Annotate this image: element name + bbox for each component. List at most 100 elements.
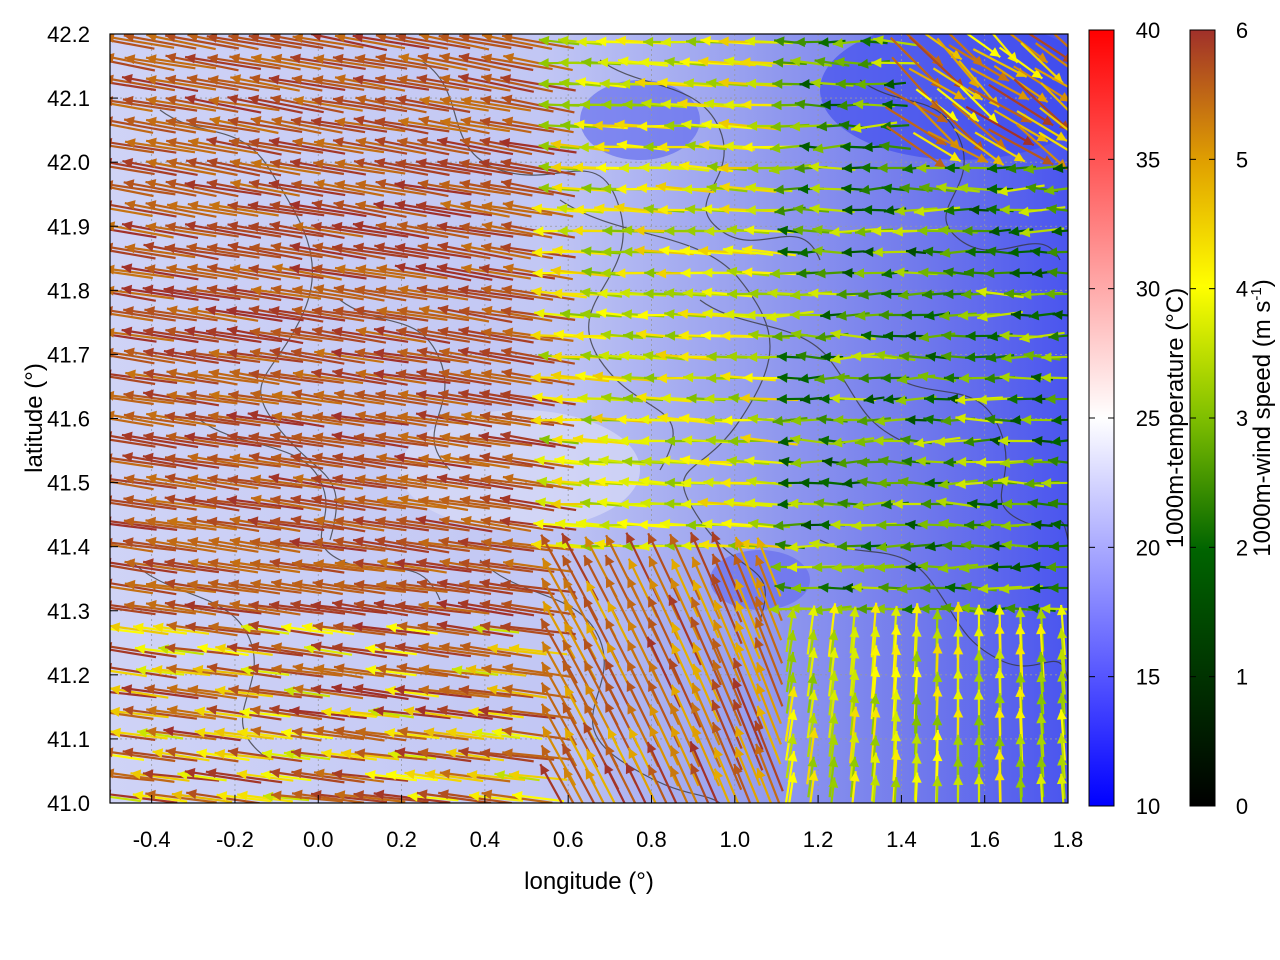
wind-vector-head [83,179,94,189]
wind-vector-head [333,284,345,295]
wind-vector-head [375,74,386,85]
wind-vector-head [656,373,667,384]
wind-vector-shaft [754,637,784,707]
wind-vector-shaft [481,204,553,216]
wind-vector-head [334,389,345,400]
wind-vector-head [849,606,860,618]
wind-vector-shaft [250,117,322,135]
wind-vector-shaft [121,433,199,449]
wind-vector-head [291,179,302,190]
wind-vector-head [686,393,697,404]
wind-vector-head [594,203,605,214]
wind-vector-shaft [334,161,406,175]
wind-vector-shaft [440,202,510,218]
wind-vector-shaft [479,751,555,761]
wind-vector-head [313,726,325,736]
wind-vector-head [648,680,658,692]
wind-vector-head [1027,540,1038,551]
wind-vector-head [134,644,146,655]
wind-vector-head [512,791,523,801]
wind-vector-head [634,225,645,236]
wind-vector-head [1027,498,1039,509]
wind-vector-head [1036,713,1047,724]
wind-vector-head [208,368,220,379]
wind-vector-head [599,520,610,531]
wind-vector-head [146,116,157,127]
wind-vector-shaft [418,644,490,658]
wind-vector-shaft [965,105,1035,147]
wind-vector-shaft [289,160,367,176]
wind-vector-head [987,331,999,342]
wind-vector-shaft [439,688,511,698]
wind-vector-shaft [110,183,176,196]
wind-vector-head [858,289,869,300]
wind-vector-head [542,641,552,653]
wind-vector-head [538,350,549,361]
wind-vector-shaft [733,763,752,803]
wind-vector-head [701,287,713,298]
wind-vector-head [1008,226,1020,237]
wind-vector-head [564,685,575,698]
wind-vector-shaft [333,583,407,593]
wind-vector-head [214,748,226,759]
wind-vector-shaft [187,539,259,553]
wind-vector-head [837,498,848,509]
wind-vector-head [394,180,406,190]
wind-vector-head [552,245,563,256]
y-tick-label: 41.4 [47,535,90,560]
wind-vector-head [621,309,633,320]
wind-vector-shaft [228,139,302,155]
wind-vector-head [419,34,430,42]
wind-vector-head [576,518,587,529]
wind-vector-head [639,541,650,552]
wind-vector-shaft [226,308,304,322]
wind-vector-shaft [206,245,282,259]
wind-vector-shaft [374,119,450,133]
wind-vector-head [892,498,903,509]
wind-vector-shaft [207,476,281,490]
wind-vector-head [562,743,572,756]
wind-vector-head [733,764,743,776]
wind-vector-head [186,789,197,800]
wind-vector-shaft [689,740,719,803]
wind-vector-shaft [416,476,492,490]
wind-vector-head [920,583,931,594]
wind-vector-head [685,225,696,236]
wind-vector-shaft [375,223,449,239]
wind-vector-shaft [164,646,240,656]
wind-vector-head [186,74,198,85]
wind-vector-head [166,663,177,674]
wind-vector-head [311,494,323,505]
wind-vector-shaft [145,582,217,594]
wind-vector-shaft [184,96,262,114]
wind-vector-head [194,727,206,738]
wind-vector-shaft [415,392,493,406]
wind-vector-head [530,372,541,383]
wind-vector-shaft [110,522,157,531]
wind-vector-head [270,537,281,548]
wind-vector-shaft [670,558,700,618]
wind-vector-head [332,599,343,610]
wind-vector-head [876,478,887,489]
wind-vector-head [994,749,1005,760]
wind-vector-head [822,457,833,467]
wind-vector-head [623,330,634,341]
wind-vector-head [834,57,845,68]
wind-vector-head [534,308,545,319]
wind-vector-shaft [271,56,343,70]
wind-vector-shaft [689,531,723,603]
wind-vector-head [692,580,702,592]
wind-vector-shaft [310,643,388,659]
wind-vector-head [143,431,154,442]
wind-vector-head [953,644,964,655]
wind-vector-shaft [395,582,471,594]
wind-vector-head [271,790,282,801]
wind-vector-head [436,263,448,273]
wind-vector-head [1045,562,1056,573]
wind-vector-head [560,120,571,131]
wind-vector-shaft [163,350,241,364]
wind-vector-head [501,94,513,105]
wind-vector-head [250,474,262,485]
wind-vector-head [657,77,668,88]
